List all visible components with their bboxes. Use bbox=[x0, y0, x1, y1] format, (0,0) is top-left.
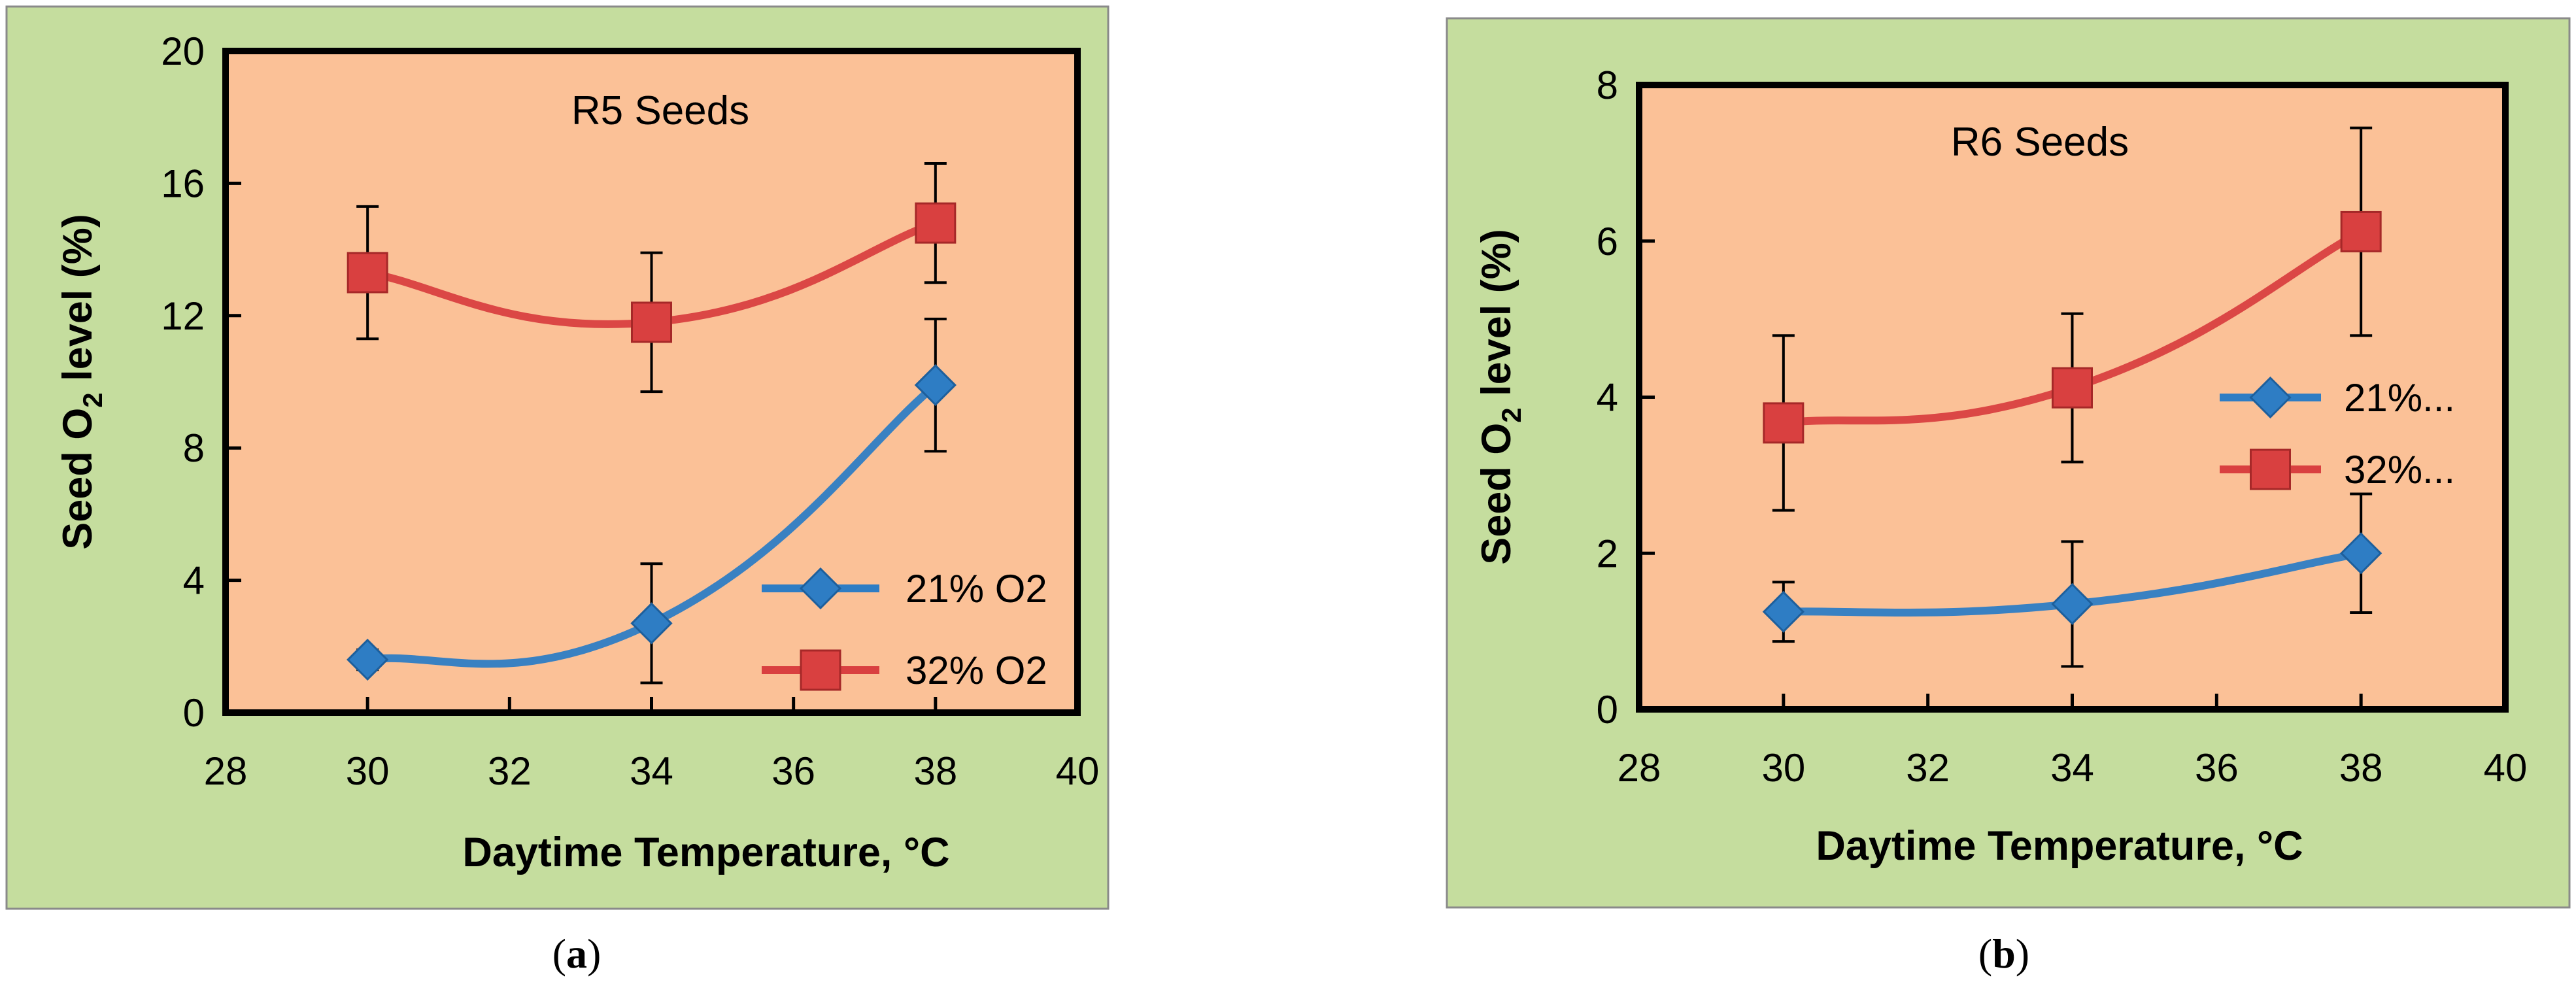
legend-marker bbox=[2250, 448, 2291, 490]
y-axis-title-main: Seed O bbox=[1474, 423, 1519, 565]
legend-entry-0: 21% O2 bbox=[762, 567, 1047, 611]
y-tick-label: 8 bbox=[183, 426, 205, 470]
y-axis-title: Seed O2 level (%) bbox=[1474, 229, 1527, 565]
chart-title: R5 Seeds bbox=[571, 88, 749, 133]
legend-entry-1: 32%... bbox=[2220, 448, 2455, 492]
x-tick-label: 32 bbox=[1906, 746, 1950, 790]
legend-label: 32% O2 bbox=[906, 649, 1047, 692]
legend-label: 21%... bbox=[2344, 376, 2455, 420]
legend-entry-1: 32% O2 bbox=[762, 649, 1047, 692]
y-tick-label: 0 bbox=[1597, 688, 1618, 732]
data-point bbox=[631, 301, 672, 343]
x-tick-label: 28 bbox=[204, 749, 248, 793]
x-axis-title: Daytime Temperature, °C bbox=[1816, 823, 2303, 869]
y-axis-title-rest: level (%) bbox=[1474, 229, 1519, 407]
x-tick-label: 40 bbox=[2484, 746, 2528, 790]
x-tick-label: 40 bbox=[1056, 749, 1100, 793]
series-1 bbox=[1763, 126, 2382, 512]
data-point bbox=[347, 252, 388, 294]
y-tick-label: 16 bbox=[161, 161, 205, 205]
y-tick-label: 4 bbox=[183, 559, 205, 603]
data-point bbox=[2052, 367, 2093, 409]
legend-marker bbox=[799, 567, 842, 610]
data-point bbox=[2051, 583, 2093, 625]
x-tick-label: 30 bbox=[1761, 746, 1805, 790]
data-point bbox=[2340, 211, 2382, 252]
panel-caption-close: ) bbox=[2016, 930, 2029, 977]
panel-caption: (a) bbox=[552, 930, 602, 977]
legend-label: 32%... bbox=[2344, 448, 2455, 492]
y-tick-label: 0 bbox=[183, 691, 205, 735]
series-0 bbox=[1762, 492, 2382, 668]
data-point bbox=[347, 638, 389, 681]
y-axis-title-rest: level (%) bbox=[55, 214, 101, 392]
y-tick-label: 20 bbox=[161, 29, 205, 73]
data-point bbox=[1762, 590, 1805, 633]
y-tick-label: 4 bbox=[1597, 376, 1618, 420]
chart-panel-b: 28 30 32 34 36 38 40 0 2 4 6 8 R6 Seeds 21%... 32%... D… bbox=[1446, 17, 2571, 977]
x-tick-label: 30 bbox=[346, 749, 390, 793]
x-tick-label: 36 bbox=[2195, 746, 2239, 790]
x-tick-label: 34 bbox=[2050, 746, 2094, 790]
x-tick-label: 38 bbox=[913, 749, 957, 793]
y-tick-label: 2 bbox=[1597, 532, 1618, 575]
panel-caption: (b) bbox=[1978, 930, 2029, 977]
x-tick-label: 36 bbox=[771, 749, 815, 793]
panel-caption-letter: b bbox=[1992, 930, 2016, 977]
x-axis-title: Daytime Temperature, °C bbox=[462, 830, 949, 875]
series-1 bbox=[347, 162, 957, 394]
x-tick-label: 32 bbox=[488, 749, 532, 793]
legend-marker bbox=[2249, 376, 2292, 419]
panel-caption-open: ( bbox=[1978, 930, 1992, 977]
data-point bbox=[2340, 532, 2382, 575]
legend-label: 21% O2 bbox=[906, 567, 1047, 611]
data-point bbox=[630, 602, 673, 645]
panel-caption-close: ) bbox=[587, 930, 601, 977]
x-tick-label: 38 bbox=[2339, 746, 2383, 790]
legend-marker bbox=[800, 649, 841, 691]
series-0 bbox=[347, 317, 957, 684]
y-axis-title-main: Seed O bbox=[55, 408, 101, 550]
y-tick-label: 6 bbox=[1597, 220, 1618, 263]
data-point bbox=[914, 363, 957, 407]
y-tick-label: 12 bbox=[161, 294, 205, 338]
chart-title: R6 Seeds bbox=[1951, 120, 2129, 165]
data-point bbox=[1763, 402, 1805, 444]
y-tick-label: 8 bbox=[1597, 63, 1618, 107]
data-point bbox=[915, 202, 957, 244]
y-axis-title: Seed O2 level (%) bbox=[55, 214, 108, 550]
panel-caption-letter: a bbox=[566, 930, 587, 977]
legend-entry-0: 21%... bbox=[2220, 376, 2455, 420]
x-tick-label: 34 bbox=[630, 749, 673, 793]
chart-panel-a: 28 30 32 34 36 38 40 0 4 8 12 16 20 R5 Seeds 21% O2 32%… bbox=[5, 5, 1110, 977]
panel-caption-open: ( bbox=[552, 930, 566, 977]
x-tick-label: 28 bbox=[1618, 746, 1661, 790]
y-axis-title-subscript: 2 bbox=[1496, 407, 1527, 422]
y-axis-title-subscript: 2 bbox=[77, 392, 108, 407]
